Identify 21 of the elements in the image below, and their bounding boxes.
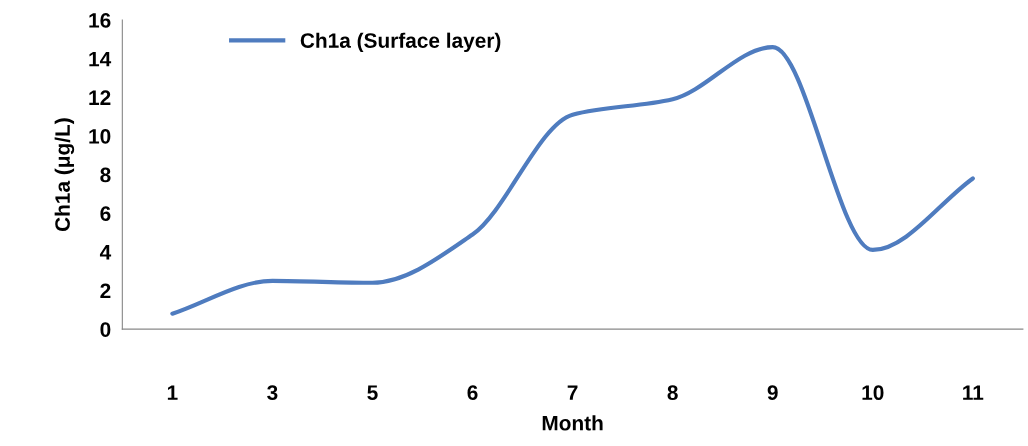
y-tick-label: 8 <box>100 167 111 183</box>
x-tick-label: 7 <box>567 385 578 400</box>
y-tick-label: 4 <box>99 245 112 260</box>
y-tick-label: 10 <box>89 128 111 144</box>
y-tick-label: 6 <box>100 206 111 221</box>
x-tick-label: 5 <box>367 385 378 401</box>
x-tick-label: 3 <box>267 385 278 401</box>
y-tick-label: 0 <box>100 322 111 337</box>
x-tick-label: 1 <box>167 385 178 400</box>
y-tick-label: 2 <box>100 283 111 299</box>
x-tick-label: 6 <box>467 385 478 401</box>
y-tick-label: 16 <box>89 13 111 28</box>
x-tick-label: 11 <box>963 385 984 400</box>
y-axis-title: Ch1a (μg/L) <box>54 118 75 232</box>
legend-label: Ch1a (Surface layer) <box>300 32 501 53</box>
x-axis-title: Month <box>542 415 603 431</box>
y-tick-label: 12 <box>89 90 111 105</box>
x-tick-label: 10 <box>862 385 884 401</box>
x-tick-label: 9 <box>767 385 778 401</box>
x-tick-label: 8 <box>667 385 678 401</box>
y-tick-label: 14 <box>89 51 112 67</box>
